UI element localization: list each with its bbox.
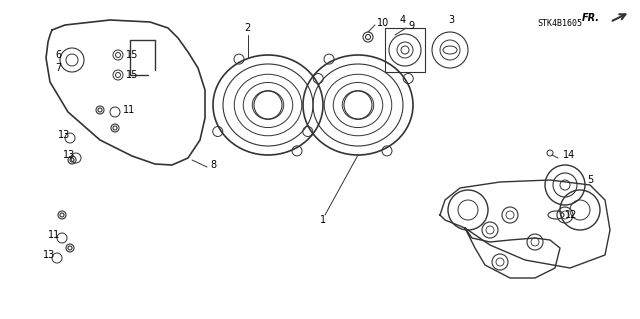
Text: FR.: FR. [582,13,600,23]
Text: 13: 13 [63,150,76,160]
Text: 7: 7 [55,63,61,73]
Text: 13: 13 [43,250,55,260]
Text: 9: 9 [408,21,414,31]
Text: 3: 3 [448,15,454,25]
Text: 6: 6 [55,50,61,60]
Text: 11: 11 [123,105,135,115]
Text: 12: 12 [565,210,577,220]
Text: 14: 14 [563,150,575,160]
Text: 15: 15 [126,70,138,80]
Text: 10: 10 [377,18,389,28]
Bar [385,28,425,72]
Text: 4: 4 [400,15,406,25]
Text: 5: 5 [587,175,593,185]
Text: 2: 2 [244,23,250,33]
Text: 13: 13 [58,130,70,140]
Text: 15: 15 [126,50,138,60]
Text: STK4B1605: STK4B1605 [538,19,582,28]
Text: 11: 11 [48,230,60,240]
Text: 8: 8 [210,160,216,170]
Text: 1: 1 [320,215,326,225]
